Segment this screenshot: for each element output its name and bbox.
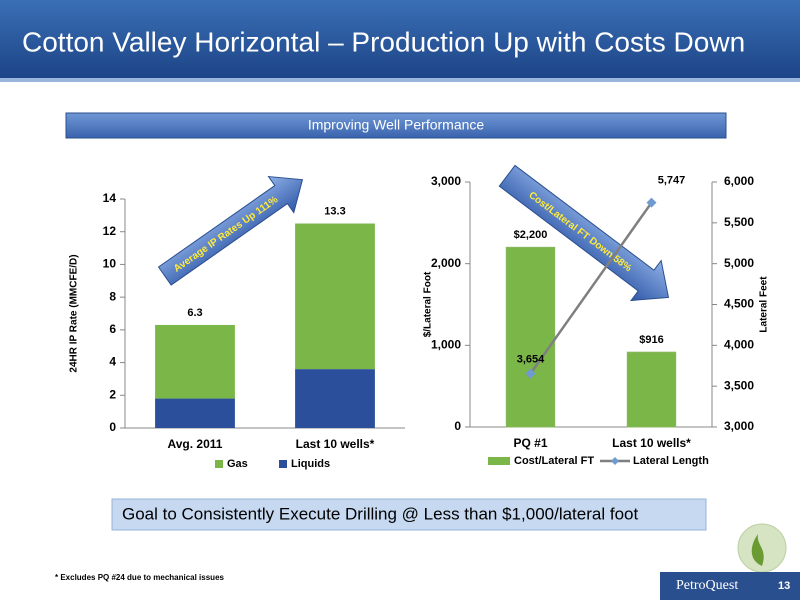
bar-segment: [155, 398, 235, 428]
page-number: 13: [778, 580, 790, 592]
legend-swatch: [279, 460, 287, 468]
y-tick-label: 14: [103, 191, 117, 205]
y-tick-label: 2,000: [431, 256, 461, 270]
x-tick-label: PQ #1: [513, 436, 547, 450]
arrow-shape: [498, 164, 670, 302]
title-rule: [0, 78, 800, 82]
y-tick-label: 12: [103, 224, 117, 238]
legend-label: Liquids: [291, 458, 330, 470]
bar-segment: [295, 369, 375, 428]
y2-axis-label: Lateral Feet: [759, 276, 770, 333]
line: [529, 201, 653, 375]
slide-title: Cotton Valley Horizontal – Production Up…: [22, 26, 745, 57]
bar-segment: [155, 324, 235, 399]
legend-marker: [611, 457, 619, 465]
bar-segment: [295, 223, 375, 370]
banner: [65, 112, 727, 139]
goal-text: Goal to Consistently Execute Drilling @ …: [122, 504, 638, 523]
y2-tick-label: 4,500: [724, 297, 754, 311]
y-axis-label: 24HR IP Rate (MMCFE/D): [69, 254, 80, 372]
y-tick-label: 6: [109, 322, 116, 336]
x-tick-label: Avg. 2011: [168, 437, 223, 451]
x-tick-label: Last 10 wells*: [612, 436, 691, 450]
y-tick-label: 0: [109, 420, 116, 434]
logo-bar: [660, 572, 800, 600]
total-label: 13.3: [324, 205, 345, 217]
y-tick-label: 2: [109, 387, 116, 401]
logo-text: PetroQuest: [676, 578, 738, 593]
title-bar: [0, 0, 800, 78]
y-tick-label: 4: [109, 355, 116, 369]
footnote: * Excludes PQ #24 due to mechanical issu…: [55, 573, 225, 582]
total-label: 6.3: [187, 307, 202, 319]
y2-tick-label: 4,000: [724, 338, 754, 352]
banner-text: Improving Well Performance: [308, 117, 485, 133]
data-label: 5,747: [658, 175, 686, 187]
y2-tick-label: 3,000: [724, 419, 754, 433]
arrow-shape: [157, 175, 304, 286]
y2-tick-label: 5,500: [724, 215, 754, 229]
y2-tick-label: 6,000: [724, 174, 754, 188]
line-marker: [525, 368, 536, 379]
bar: [505, 246, 556, 428]
legend-swatch: [488, 457, 510, 465]
goal-box: [111, 498, 707, 531]
data-label: 3,654: [517, 353, 545, 365]
legend-label: Cost/Lateral FT: [514, 455, 594, 467]
y-tick-label: 10: [103, 257, 117, 271]
x-tick-label: Last 10 wells*: [296, 437, 375, 451]
line-marker: [646, 197, 657, 208]
y2-tick-label: 3,500: [724, 378, 754, 392]
y-tick-label: 0: [454, 419, 461, 433]
legend-label: Gas: [227, 458, 248, 470]
data-label: $916: [639, 334, 663, 346]
y-tick-label: 1,000: [431, 338, 461, 352]
y-tick-label: 8: [109, 289, 116, 303]
legend-swatch: [215, 460, 223, 468]
y-tick-label: 3,000: [431, 174, 461, 188]
bar: [626, 351, 677, 428]
data-label: $2,200: [514, 229, 548, 241]
y2-tick-label: 5,000: [724, 256, 754, 270]
legend-label: Lateral Length: [633, 455, 709, 467]
logo-flame: [751, 534, 764, 566]
y-axis-label: $/Lateral Foot: [423, 271, 434, 337]
